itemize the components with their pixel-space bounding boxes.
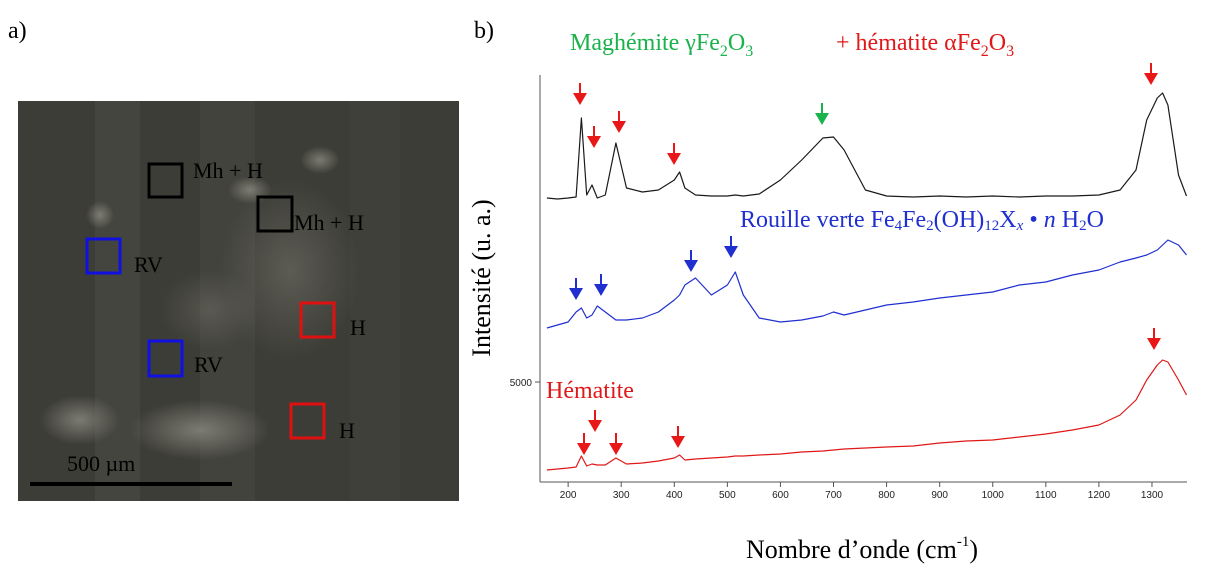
peak-arrow-head (569, 288, 583, 300)
peak-arrow-head (724, 246, 738, 258)
spectrum-line (546, 92, 1188, 200)
spectrum-line (546, 239, 1187, 329)
peak-arrow-head (667, 153, 681, 165)
panel-label: b) (474, 18, 494, 44)
peak-arrow-head (587, 136, 601, 148)
panel-label: a) (8, 18, 27, 44)
peak-arrow-head (609, 443, 623, 455)
scale-bar-label: 500 µm (67, 451, 135, 476)
x-tick-label: 300 (613, 490, 630, 501)
x-tick-label: 1100 (1035, 490, 1057, 501)
peak-arrow-head (1147, 338, 1161, 350)
x-axis-title: Nombre d’onde (cm-1) (746, 534, 978, 564)
box-label: H (350, 315, 366, 340)
y-tick-label: 5000 (510, 378, 533, 389)
x-tick-label: 200 (560, 490, 577, 501)
peak-arrow-head (815, 113, 829, 125)
box-label: Mh + H (294, 210, 364, 235)
peak-arrow-head (577, 443, 591, 455)
x-tick-label: 500 (719, 490, 736, 501)
peak-arrow-head (588, 420, 602, 432)
peak-arrow-head (684, 260, 698, 272)
peak-arrow-head (612, 121, 626, 133)
x-tick-label: 700 (825, 490, 842, 501)
peak-arrow-head (573, 93, 587, 105)
x-tick-label: 400 (666, 490, 683, 501)
micrograph (18, 101, 459, 501)
box-label: Mh + H (193, 158, 263, 183)
x-tick-label: 1000 (982, 490, 1005, 501)
box-label: H (339, 418, 355, 443)
box-label: RV (194, 352, 223, 377)
spectrum-line (546, 359, 1188, 471)
peak-arrow-head (1144, 73, 1158, 85)
axes (539, 75, 1187, 483)
peak-arrow-head (671, 436, 685, 448)
x-tick-label: 800 (878, 490, 895, 501)
x-tick-label: 1300 (1141, 490, 1164, 501)
x-tick-label: 900 (931, 490, 948, 501)
x-tick-label: 600 (772, 490, 789, 501)
annotation: Hématite (546, 378, 634, 404)
annotation: Maghémite γFe2O3 (570, 30, 753, 60)
y-axis-title: Intensité (u. a.) (467, 199, 496, 356)
box-label: RV (134, 252, 163, 277)
peak-arrow-head (594, 284, 608, 296)
annotation: Rouille verte Fe4Fe2(OH)12Xx • n H2O (740, 207, 1104, 234)
annotation: + hématite αFe2O3 (836, 30, 1014, 60)
x-tick-label: 1200 (1088, 490, 1111, 501)
